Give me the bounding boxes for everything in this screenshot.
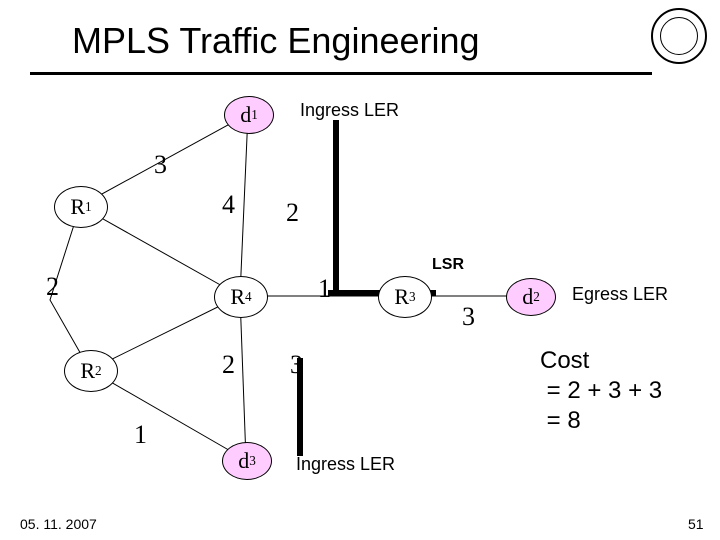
node-r3: R3 [378,276,432,318]
edge-weight: 3 [290,350,303,380]
edge-weight: 3 [462,302,475,332]
label-ingress-top: Ingress LER [300,100,399,121]
edge-weight: 1 [318,274,331,304]
edge-weight: 3 [154,150,167,180]
edge-weight: 2 [222,350,235,380]
label-egress: Egress LER [572,284,668,305]
edge-weight: 2 [286,198,299,228]
cost-calculation: Cost = 2 + 3 + 3 = 8 [540,346,662,436]
node-d3: d3 [222,442,272,480]
edge-weight: 1 [134,420,147,450]
node-r4: R4 [214,276,268,318]
footer-date: 05. 11. 2007 [20,516,97,532]
footer-page-number: 51 [688,516,704,532]
edge-weight: 2 [46,272,59,302]
node-r1: R1 [54,186,108,228]
label-ingress-bottom: Ingress LER [296,454,395,475]
label-lsr: LSR [432,256,464,274]
node-r2: R2 [64,350,118,392]
edge-weight: 4 [222,190,235,220]
node-d1: d1 [224,96,274,134]
node-d2: d2 [506,278,556,316]
